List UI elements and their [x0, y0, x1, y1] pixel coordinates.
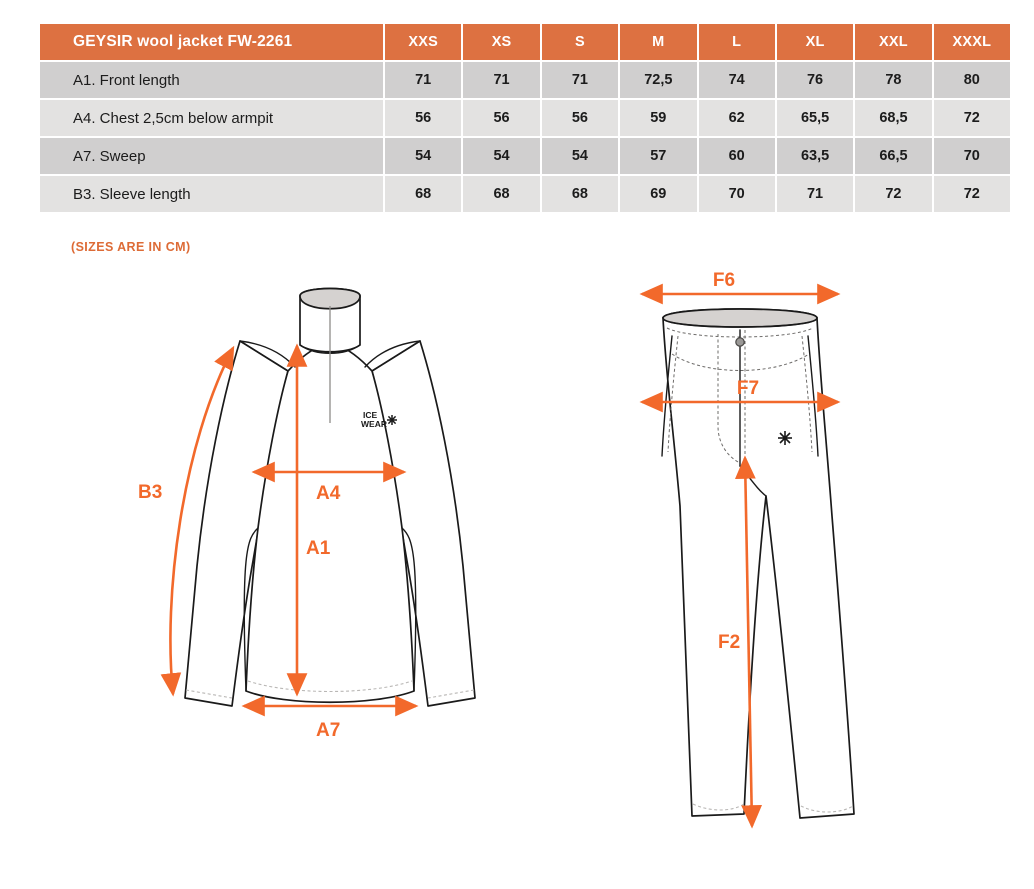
size-header-xs: XS [463, 24, 540, 60]
pants-left-hem-stitch [692, 803, 745, 811]
table-cell: 72 [855, 176, 932, 212]
table-cell: 65,5 [776, 100, 854, 136]
logo-text-ice: ICE [363, 410, 378, 420]
table-cell: 76 [776, 62, 854, 98]
snowflake-icon [778, 431, 792, 445]
size-header-xxxl: XXXL [933, 24, 1010, 60]
table-cell: 68 [541, 176, 619, 212]
units-note: (SIZES ARE IN CM) [71, 240, 191, 254]
dimension-label-b3: B3 [138, 482, 162, 503]
table-cell: 71 [385, 62, 462, 98]
table-header: GEYSIR wool jacket FW-2261 XXS XS S M L … [40, 24, 1010, 60]
jacket-left-armhole [243, 527, 259, 692]
pants-svg: F6 F7 F2 [639, 270, 855, 829]
table-cell: 71 [776, 176, 854, 212]
size-header-xxs: XXS [385, 24, 462, 60]
table-row: B3. Sleeve length 68 68 68 69 70 71 72 7… [40, 176, 1010, 212]
pants-right-pocket-stitch [801, 335, 813, 453]
jacket-left-shoulder-seam [239, 340, 289, 372]
measurement-label: A4. Chest 2,5cm below armpit [40, 100, 383, 136]
table-cell: 66,5 [855, 138, 932, 174]
table-cell: 71 [541, 62, 619, 98]
measurement-label: A1. Front length [40, 62, 383, 98]
measurement-label: A7. Sweep [40, 138, 383, 174]
dimension-label-f2: F2 [718, 632, 740, 653]
table-row: A4. Chest 2,5cm below armpit 56 56 56 59… [40, 100, 1010, 136]
jacket-figure: ICE WEAR B3 A4 [120, 266, 540, 791]
size-header-m: M [620, 24, 697, 60]
pants-button [735, 337, 745, 347]
table-cell: 80 [933, 62, 1010, 98]
size-header-xxl: XXL [855, 24, 932, 60]
dimension-label-f7: F7 [737, 378, 759, 399]
table-cell: 54 [463, 138, 540, 174]
table-cell: 54 [541, 138, 619, 174]
pants-figure: F6 F7 F2 [600, 266, 930, 871]
table-cell: 63,5 [776, 138, 854, 174]
table-cell: 69 [620, 176, 697, 212]
jacket-right-shoulder-seam [371, 340, 421, 372]
table-cell: 78 [855, 62, 932, 98]
table-cell: 70 [933, 138, 1010, 174]
size-chart-table: GEYSIR wool jacket FW-2261 XXS XS S M L … [38, 22, 1012, 214]
dimension-label-a4: A4 [316, 483, 341, 504]
pants-right-hem-stitch [800, 805, 854, 813]
jacket-right-cuff-stitch [427, 689, 475, 699]
jacket-hem-stitch [247, 680, 413, 692]
table-cell: 70 [698, 176, 775, 212]
size-header-s: S [541, 24, 619, 60]
table-cell: 56 [541, 100, 619, 136]
jacket-collar-inner [299, 287, 361, 310]
table-cell: 68 [385, 176, 462, 212]
table-cell: 72 [933, 176, 1010, 212]
table-row: A1. Front length 71 71 71 72,5 74 76 78 … [40, 62, 1010, 98]
table-cell: 72 [933, 100, 1010, 136]
dimension-label-a1: A1 [306, 538, 331, 559]
table-cell: 72,5 [620, 62, 697, 98]
dimension-arrow-b3 [160, 345, 235, 697]
size-chart-table-wrap: GEYSIR wool jacket FW-2261 XXS XS S M L … [38, 22, 1012, 214]
table-cell: 54 [385, 138, 462, 174]
jacket-svg: ICE WEAR B3 A4 [138, 287, 476, 741]
measurement-label: B3. Sleeve length [40, 176, 383, 212]
size-header-xl: XL [776, 24, 854, 60]
ice-wear-logo: ICE WEAR [361, 410, 397, 429]
table-cell: 68 [463, 176, 540, 212]
table-cell: 56 [463, 100, 540, 136]
jacket-right-yoke [364, 340, 421, 368]
snowflake-icon [387, 415, 397, 425]
table-cell: 62 [698, 100, 775, 136]
table-cell: 71 [463, 62, 540, 98]
table-row: A7. Sweep 54 54 54 57 60 63,5 66,5 70 [40, 138, 1010, 174]
product-title-header: GEYSIR wool jacket FW-2261 [40, 24, 383, 60]
dimension-arrow-f2 [734, 455, 763, 829]
pants-left-pocket-stitch [667, 335, 679, 453]
figures-area: ICE WEAR B3 A4 [0, 266, 1034, 886]
table-cell: 59 [620, 100, 697, 136]
pants-yoke-stitch [671, 353, 810, 371]
logo-text-wear: WEAR [361, 419, 387, 429]
table-cell: 68,5 [855, 100, 932, 136]
size-header-l: L [698, 24, 775, 60]
table-header-row: GEYSIR wool jacket FW-2261 XXS XS S M L … [40, 24, 1010, 60]
table-cell: 60 [698, 138, 775, 174]
pants-waistband-base [662, 317, 818, 328]
table-cell: 74 [698, 62, 775, 98]
dimension-label-f6: F6 [713, 270, 735, 291]
jacket-right-armhole [401, 527, 417, 692]
table-cell: 57 [620, 138, 697, 174]
dimension-label-a7: A7 [316, 720, 340, 741]
table-cell: 56 [385, 100, 462, 136]
table-body: A1. Front length 71 71 71 72,5 74 76 78 … [40, 62, 1010, 212]
